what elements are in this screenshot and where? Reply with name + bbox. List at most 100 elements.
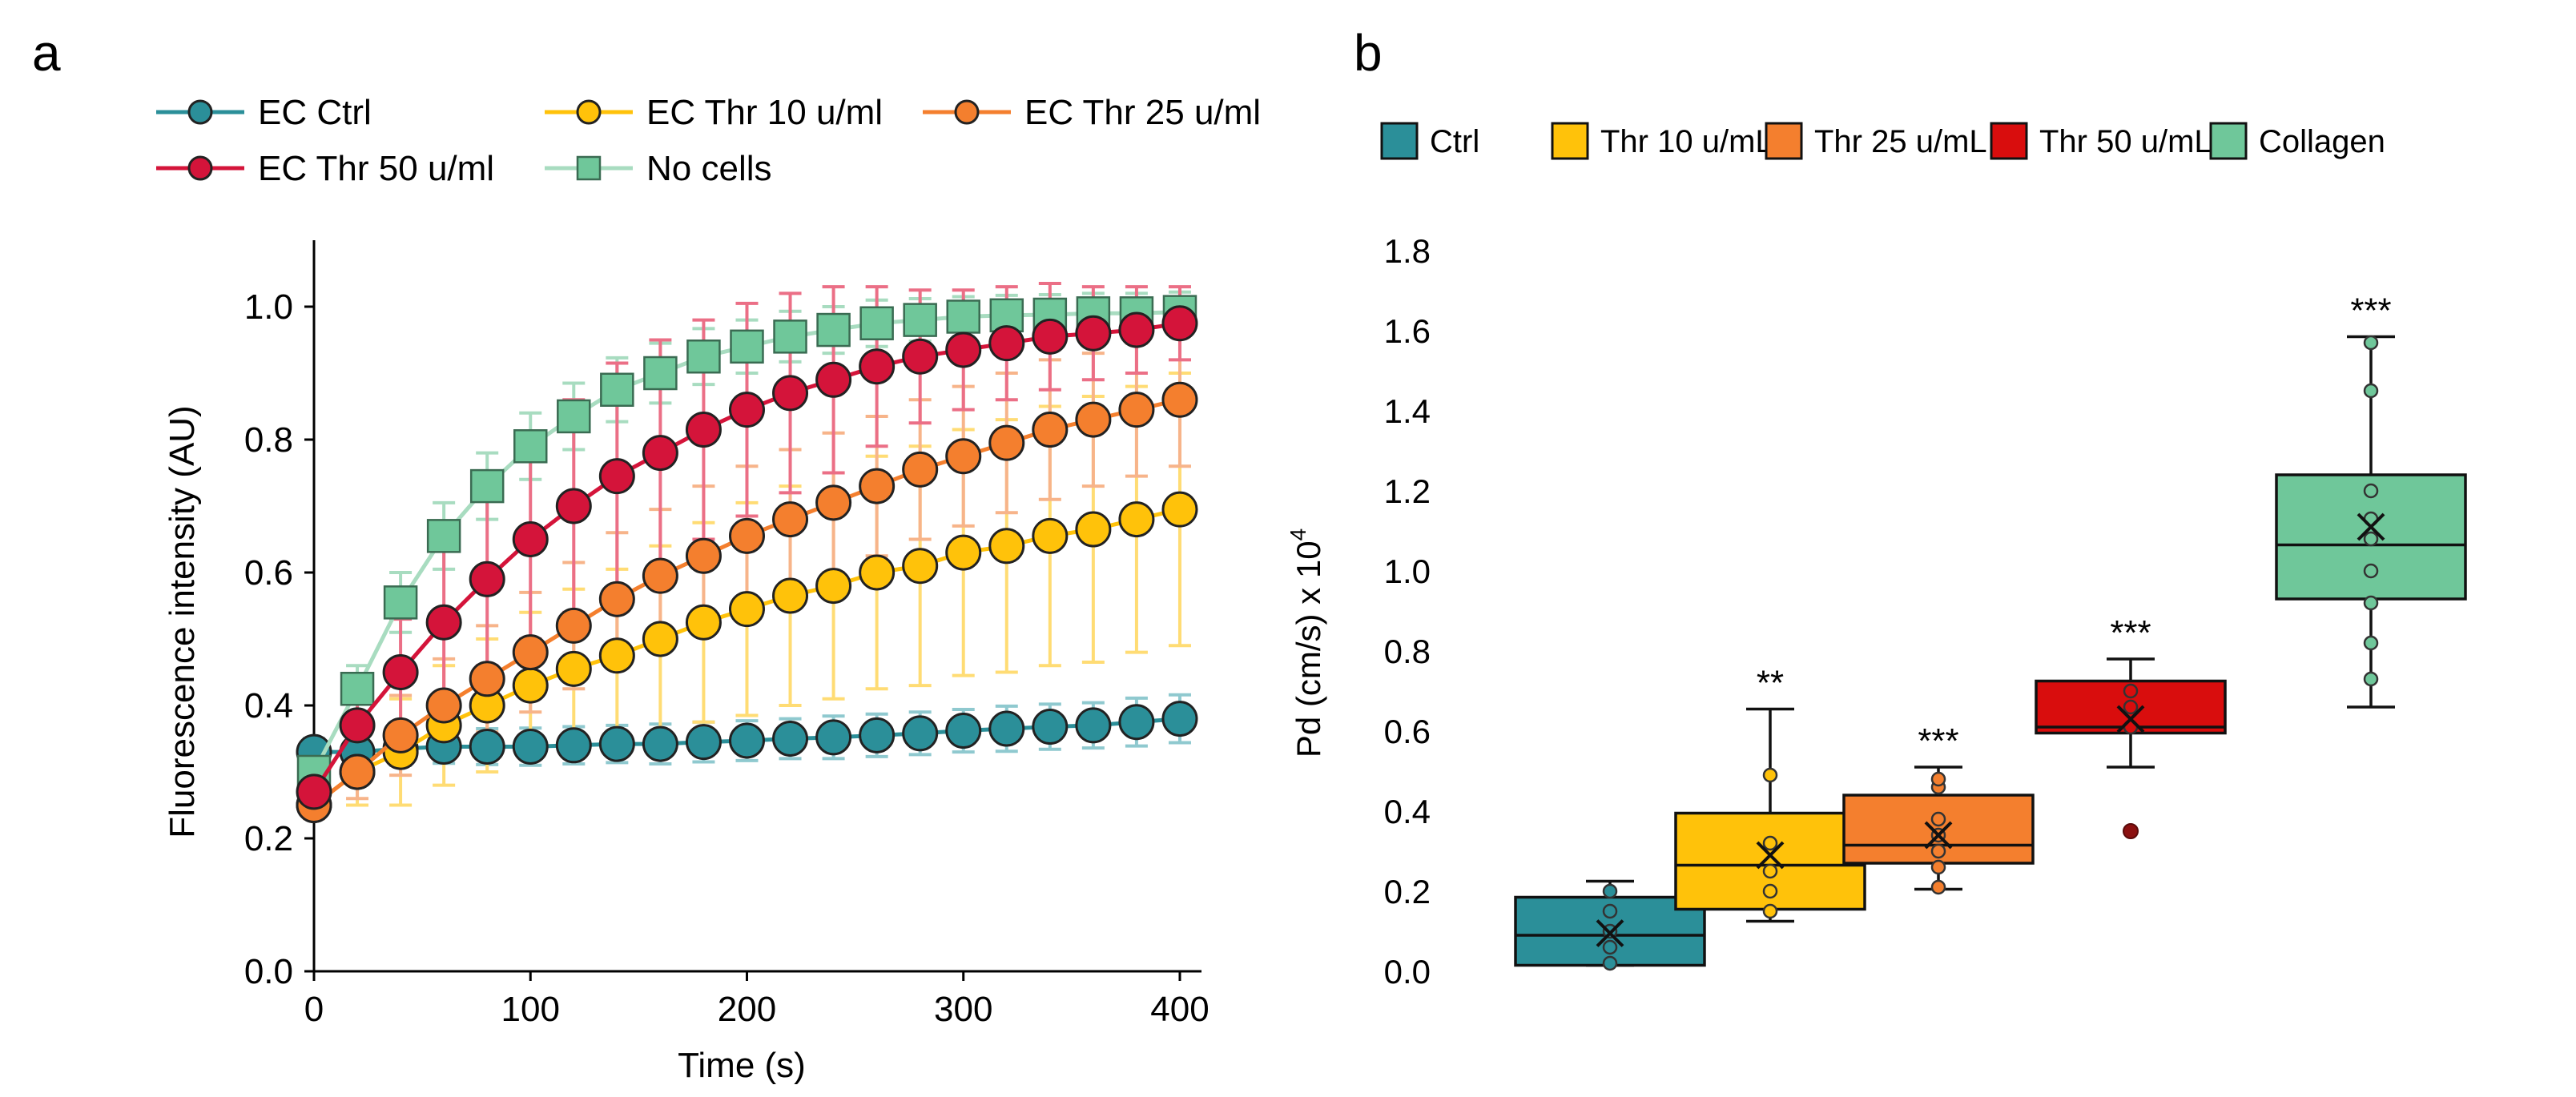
data-point (2363, 383, 2379, 399)
data-point (1161, 305, 1198, 342)
box-chart-boxes: *********** (1514, 291, 2467, 971)
y-tick-label: 0.0 (1384, 953, 1431, 991)
legend-label: EC Thr 50 u/ml (258, 149, 494, 188)
data-point (425, 687, 462, 724)
data-point (2363, 563, 2379, 579)
mean-marker (2116, 705, 2145, 733)
legend-item-thr10: Thr 10 u/mL (1551, 122, 1773, 160)
data-point (555, 607, 592, 644)
mean-marker (1924, 821, 1953, 850)
data-point (946, 299, 980, 334)
legend-swatch (1990, 122, 2028, 160)
significance-label: *** (1918, 721, 1958, 761)
legend-marker (187, 99, 213, 125)
data-point (945, 713, 982, 749)
data-point (2363, 483, 2379, 499)
data-point (772, 721, 809, 757)
data-point (1118, 501, 1155, 538)
data-point (815, 484, 852, 521)
data-point (512, 521, 549, 557)
data-point (945, 332, 982, 368)
y-axis-label: Fluorescence intensity (AU) (163, 405, 202, 838)
data-point (1762, 767, 1778, 783)
data-point (685, 604, 722, 641)
data-point (469, 728, 505, 765)
data-point (988, 424, 1025, 461)
data-point (598, 458, 635, 495)
data-point (902, 548, 939, 585)
data-point (988, 710, 1025, 747)
box-chart-axes: 0.0 0.2 0.4 0.6 0.8 1.0 1.2 1.4 1.6 1.8 (1384, 232, 1431, 991)
data-point (469, 468, 505, 504)
data-point (382, 717, 419, 753)
legend-item-ctrl: EC Ctrl (156, 93, 372, 132)
data-point (469, 661, 505, 697)
legend-item-ctrl: Ctrl (1380, 122, 1479, 160)
y-tick-label: 1.6 (1384, 312, 1431, 350)
legend-item-thr10: EC Thr 10 u/ml (545, 93, 883, 132)
data-point (598, 725, 635, 762)
data-point (1930, 771, 1946, 787)
legend-item-thr50: Thr 50 u/mL (1990, 122, 2212, 160)
data-point (1161, 491, 1198, 528)
data-point (339, 753, 376, 790)
data-point (1118, 704, 1155, 741)
data-point (728, 591, 765, 628)
data-point (945, 438, 982, 475)
y-tick-label: 0.4 (244, 686, 293, 725)
data-point (1930, 811, 1946, 827)
data-point (685, 412, 722, 448)
data-point (815, 568, 852, 605)
data-point (1762, 835, 1778, 851)
data-point (772, 501, 809, 538)
series-thr25 (296, 381, 1198, 823)
legend-label: Thr 25 u/mL (1814, 124, 1987, 159)
data-point (945, 534, 982, 571)
legend-label: Collagen (2259, 124, 2385, 159)
legend-item-nocells: No cells (545, 149, 772, 188)
legend-swatch (2209, 122, 2248, 160)
data-point (1930, 859, 1946, 875)
data-point (1032, 517, 1069, 554)
data-point (1161, 701, 1198, 737)
legend-item-thr50: EC Thr 50 u/ml (156, 149, 494, 188)
legend-swatch (1765, 122, 1803, 160)
data-point (772, 577, 809, 614)
significance-label: *** (2350, 291, 2391, 331)
data-point (2363, 635, 2379, 651)
data-point (772, 375, 809, 412)
data-point (1075, 511, 1112, 548)
data-point (859, 717, 896, 753)
legend-marker (576, 99, 602, 125)
data-point (730, 329, 764, 364)
panel-label-a: a (32, 24, 61, 82)
y-axis-label: Pd (cm/s) x 104 (1286, 528, 1327, 757)
box-collagen: *** (2275, 291, 2467, 709)
legend-item-thr25: Thr 25 u/mL (1765, 122, 1987, 160)
data-point (1118, 392, 1155, 428)
data-point (1762, 903, 1778, 919)
outlier-point (2123, 823, 2139, 839)
legend-marker (954, 99, 980, 125)
data-point (1602, 883, 1618, 899)
data-point (555, 650, 592, 687)
data-point (425, 604, 462, 641)
box-thr10: ** (1674, 664, 1866, 923)
data-point (1161, 381, 1198, 418)
legend-label: EC Ctrl (258, 93, 372, 132)
data-point (426, 519, 461, 553)
panel-label-b: b (1354, 24, 1383, 82)
legend-label: No cells (646, 149, 772, 188)
data-point (2363, 671, 2379, 687)
data-point (685, 537, 722, 574)
data-point (513, 429, 548, 464)
data-point (642, 557, 678, 594)
data-point (598, 581, 635, 617)
box-chart: Ctrl Thr 10 u/mL Thr 25 u/mL Thr 50 u/mL Col… (1286, 122, 2467, 991)
data-point (728, 722, 765, 759)
box-ctrl (1514, 879, 1706, 971)
y-tick-label: 1.8 (1384, 232, 1431, 270)
data-point (555, 488, 592, 524)
box-thr25: *** (1842, 721, 2035, 895)
data-point (1602, 903, 1618, 919)
